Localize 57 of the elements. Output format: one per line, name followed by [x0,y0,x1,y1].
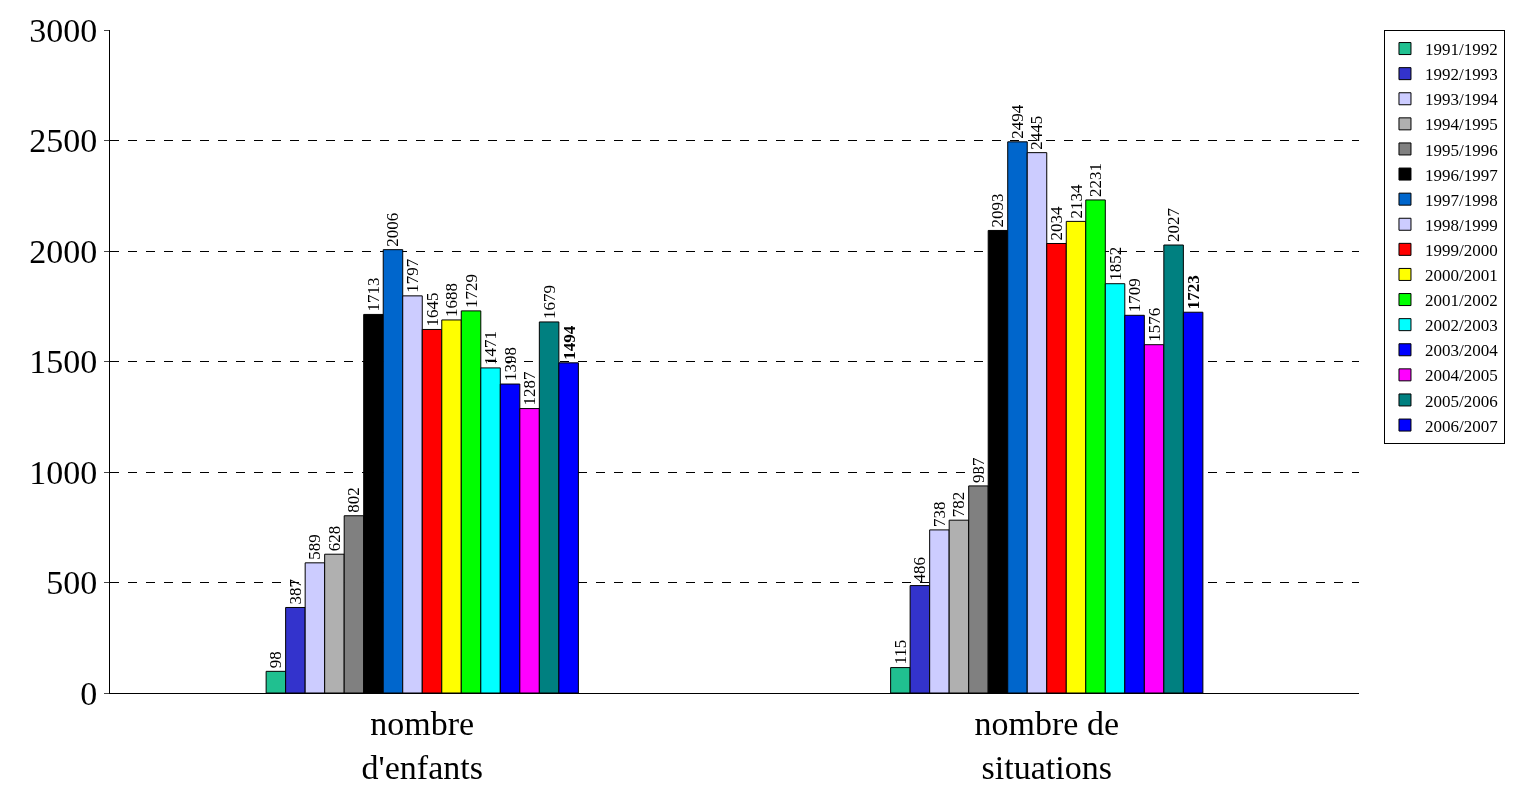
data-label: 937 [968,456,988,483]
data-label: 2006 [383,212,403,247]
y-tick-label: 1500 [29,343,98,381]
data-label: 1471 [481,330,501,365]
data-label: 486 [910,557,930,583]
x-tick-label: nombre d'enfants [361,704,483,786]
data-label: 1398 [500,347,520,382]
y-tick-label: 3000 [29,11,98,49]
legend-label: 2000/2001 [1424,266,1498,286]
y-tick-label: 1000 [29,453,98,491]
y-tick-label: 0 [80,674,98,712]
x-tick-label: nombre de situations [974,704,1119,786]
data-label: 1723 [1184,275,1204,310]
data-label: 387 [285,578,305,605]
data-label: 1688 [442,282,462,317]
legend-label: 1997/1998 [1424,190,1498,210]
legend-label: 2001/2002 [1424,291,1498,311]
data-label: 1576 [1144,307,1164,342]
data-label: 115 [890,639,910,665]
legend-label: 1993/1994 [1424,90,1499,110]
data-label: 1679 [539,284,559,319]
data-label: 738 [929,501,949,527]
legend-label: 2006/2007 [1424,416,1499,436]
data-label: 1797 [402,258,422,293]
data-label: 2231 [1086,162,1106,197]
legend-label: 1991/1992 [1424,40,1498,60]
data-label: 589 [305,534,325,560]
data-label: 1287 [520,371,540,406]
legend-label: 1999/2000 [1424,240,1498,260]
data-label: 1852 [1105,246,1125,281]
data-label: 98 [266,651,286,669]
data-label: 782 [949,491,969,518]
legend-label: 2005/2006 [1424,391,1498,411]
data-label: 2093 [988,193,1008,228]
data-label: 2134 [1066,183,1086,219]
legend-label: 2002/2003 [1424,316,1498,336]
data-label: 2494 [1007,104,1027,139]
data-label: 2027 [1164,207,1184,243]
data-label: 1713 [363,277,383,312]
data-label: 1709 [1125,278,1145,313]
legend-label: 1994/1995 [1424,115,1498,135]
y-tick-label: 500 [46,564,98,602]
data-label: 1645 [422,292,442,327]
data-label: 2034 [1047,205,1067,241]
y-tick-label: 2500 [29,122,98,160]
y-tick-label: 2000 [29,232,98,270]
data-label: 2445 [1027,115,1047,150]
data-label: 1729 [461,273,481,308]
legend-label: 1996/1997 [1424,165,1499,185]
data-label: 802 [344,487,364,513]
data-label: 1494 [559,325,579,360]
legend-label: 1998/1999 [1424,215,1498,235]
legend-label: 1995/1996 [1424,140,1498,160]
legend-label: 1992/1993 [1424,65,1498,85]
data-label: 628 [324,525,344,552]
legend-label: 2003/2004 [1424,341,1499,361]
legend-label: 2004/2005 [1424,366,1498,386]
